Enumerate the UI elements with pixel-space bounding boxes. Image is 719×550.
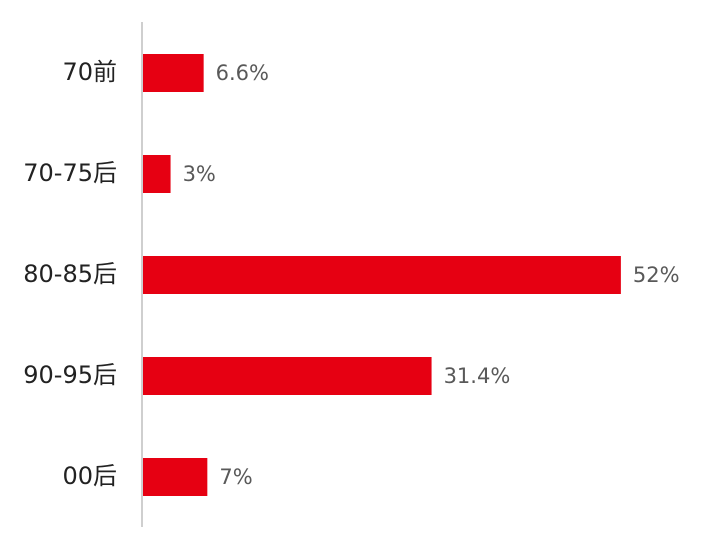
category-label: 80-85后 [23, 260, 117, 288]
bar [143, 54, 204, 92]
category-label: 70前 [62, 58, 117, 86]
bar [143, 357, 432, 395]
data-label: 3% [183, 162, 216, 186]
category-label: 90-95后 [23, 361, 117, 389]
data-label: 6.6% [216, 61, 269, 85]
data-label: 7% [219, 465, 252, 489]
bar [143, 256, 621, 294]
category-label: 00后 [62, 462, 117, 490]
bar [143, 458, 208, 496]
bar [143, 155, 171, 193]
data-label: 31.4% [444, 364, 511, 388]
data-label: 52% [633, 263, 680, 287]
category-label: 70-75后 [23, 159, 117, 187]
